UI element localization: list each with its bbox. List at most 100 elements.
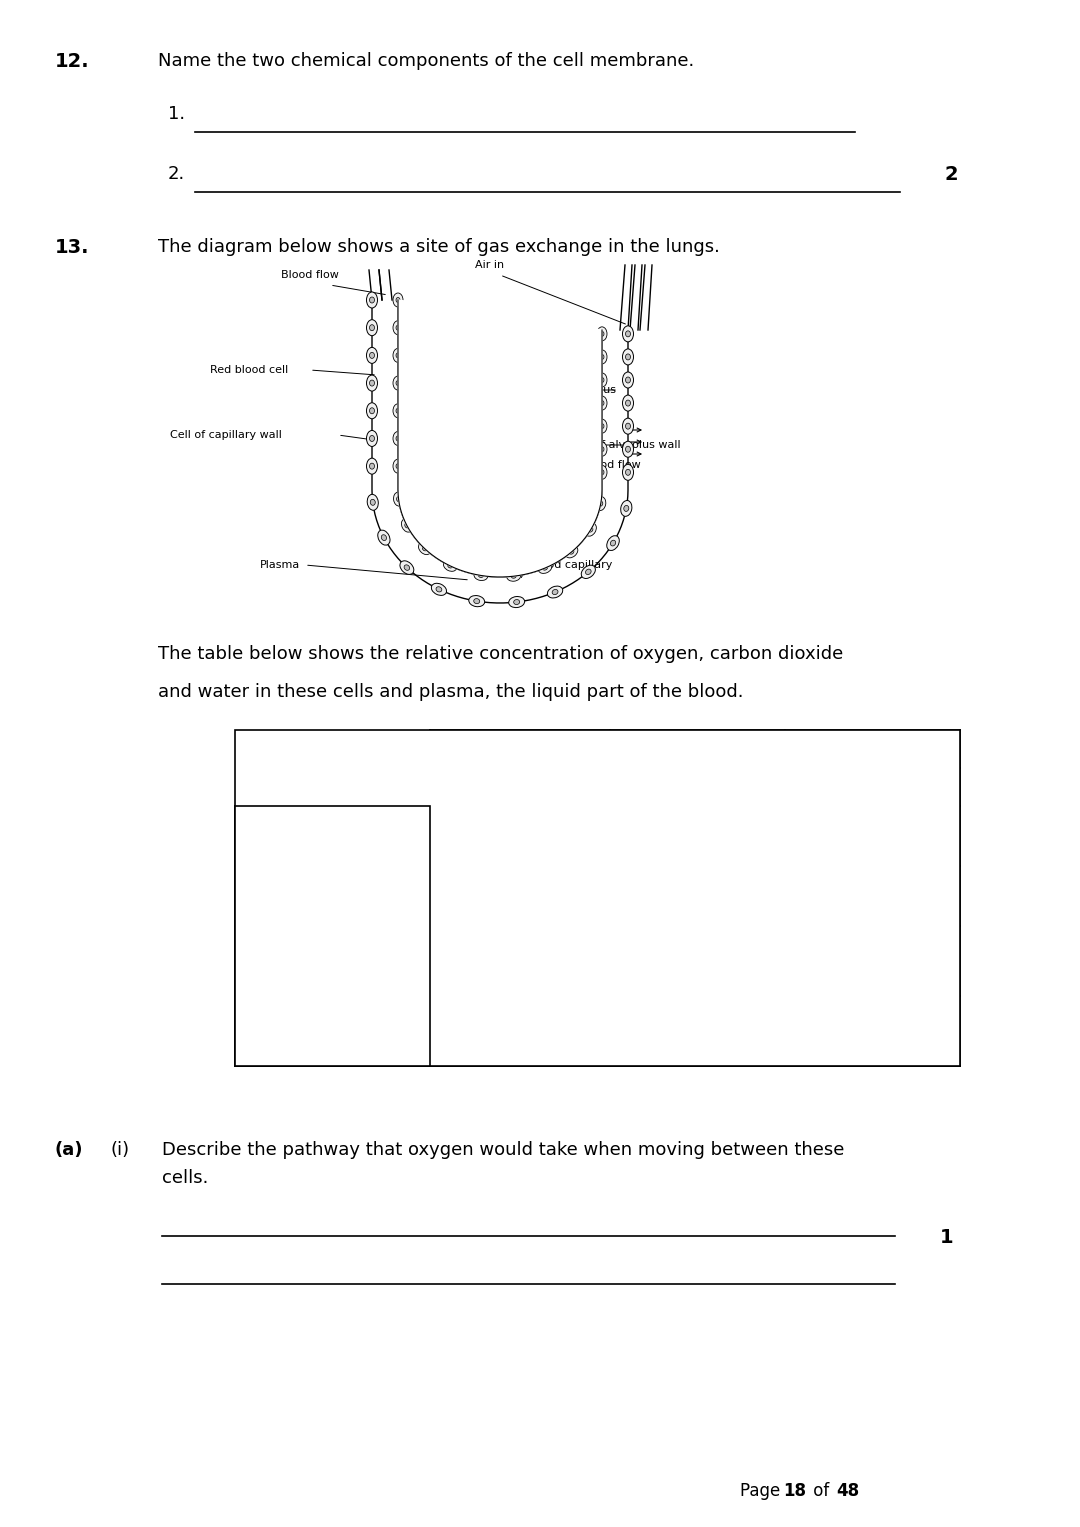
Ellipse shape [393,321,403,334]
Ellipse shape [396,464,400,469]
Ellipse shape [431,583,446,596]
Ellipse shape [378,530,390,545]
Ellipse shape [625,400,631,406]
Text: Page: Page [740,1483,785,1500]
Ellipse shape [369,325,375,331]
Text: The diagram below shows a site of gas exchange in the lungs.: The diagram below shows a site of gas ex… [158,238,720,257]
Text: Red blood cell: Red blood cell [210,365,288,376]
Ellipse shape [509,597,525,608]
Ellipse shape [422,547,427,551]
Ellipse shape [585,570,591,574]
Ellipse shape [589,527,593,531]
Ellipse shape [478,574,484,577]
Ellipse shape [600,400,604,406]
Text: 1.: 1. [168,105,185,124]
Text: Cell of capillary: Cell of capillary [269,944,396,962]
Ellipse shape [369,353,375,359]
Ellipse shape [369,435,375,441]
Text: Cell of capillary wall: Cell of capillary wall [170,431,282,440]
Ellipse shape [393,492,404,505]
Text: 12.: 12. [55,52,90,70]
Text: Carbon dioxide: Carbon dioxide [635,777,760,796]
Text: cells.: cells. [162,1170,208,1186]
Text: Blood flow: Blood flow [281,270,339,279]
Text: medium: medium [838,951,907,970]
Ellipse shape [369,296,375,302]
Ellipse shape [448,563,453,568]
Ellipse shape [418,542,431,554]
Text: medium: medium [838,828,907,844]
Ellipse shape [548,586,563,599]
Ellipse shape [597,418,607,434]
Text: high: high [679,887,716,906]
Ellipse shape [625,354,631,360]
Text: low: low [505,828,535,844]
Text: Name the two chemical components of the cell membrane.: Name the two chemical components of the … [158,52,694,70]
Ellipse shape [600,447,604,452]
Text: and water in these cells and plasma, the liquid part of the blood.: and water in these cells and plasma, the… [158,683,743,701]
Ellipse shape [622,325,634,342]
Text: Red blood cell: Red blood cell [274,887,391,906]
Ellipse shape [393,348,403,362]
Ellipse shape [396,437,400,441]
Text: 2: 2 [945,165,959,183]
Ellipse shape [542,567,548,570]
Ellipse shape [404,565,409,570]
Ellipse shape [393,376,403,389]
Ellipse shape [393,293,403,307]
Text: (i): (i) [110,1141,130,1159]
Text: wall: wall [316,1031,349,1048]
Ellipse shape [625,423,631,429]
Ellipse shape [597,350,607,363]
Ellipse shape [469,596,485,606]
Text: medium: medium [838,887,907,906]
Ellipse shape [369,463,375,469]
Ellipse shape [597,466,607,479]
Ellipse shape [366,431,378,446]
Ellipse shape [381,534,387,541]
Bar [235,730,960,1066]
Ellipse shape [400,560,414,574]
Ellipse shape [393,432,403,446]
Ellipse shape [444,560,457,571]
Text: Water: Water [848,777,897,796]
Ellipse shape [396,325,400,330]
Ellipse shape [396,380,400,386]
Ellipse shape [396,496,401,501]
Ellipse shape [600,354,604,359]
Ellipse shape [552,589,558,594]
Ellipse shape [622,441,634,457]
Ellipse shape [366,319,378,336]
Text: 13.: 13. [55,238,90,257]
Ellipse shape [600,423,604,429]
Ellipse shape [585,524,596,536]
Ellipse shape [396,353,400,357]
Ellipse shape [625,446,631,452]
Ellipse shape [369,408,375,414]
Ellipse shape [625,377,631,383]
Ellipse shape [393,460,403,473]
Ellipse shape [507,571,521,582]
Ellipse shape [622,464,634,481]
Ellipse shape [366,347,378,363]
Polygon shape [399,299,602,577]
Ellipse shape [369,380,375,386]
Ellipse shape [622,350,634,365]
Text: Describe the pathway that oxygen would take when moving between these: Describe the pathway that oxygen would t… [162,1141,845,1159]
Ellipse shape [366,376,378,391]
Text: high: high [502,1022,538,1040]
Ellipse shape [538,563,552,574]
Ellipse shape [622,373,634,388]
Text: → Blood flow: → Blood flow [570,460,640,470]
Text: Relative concentration of substances: Relative concentration of substances [541,741,849,757]
Ellipse shape [367,495,378,510]
Text: low: low [684,1022,712,1040]
Ellipse shape [581,565,595,579]
Ellipse shape [625,469,631,475]
Text: wall: wall [316,960,349,977]
Ellipse shape [436,586,442,592]
Ellipse shape [366,458,378,475]
Text: high: high [679,828,716,844]
Ellipse shape [596,496,606,510]
Ellipse shape [597,443,607,457]
